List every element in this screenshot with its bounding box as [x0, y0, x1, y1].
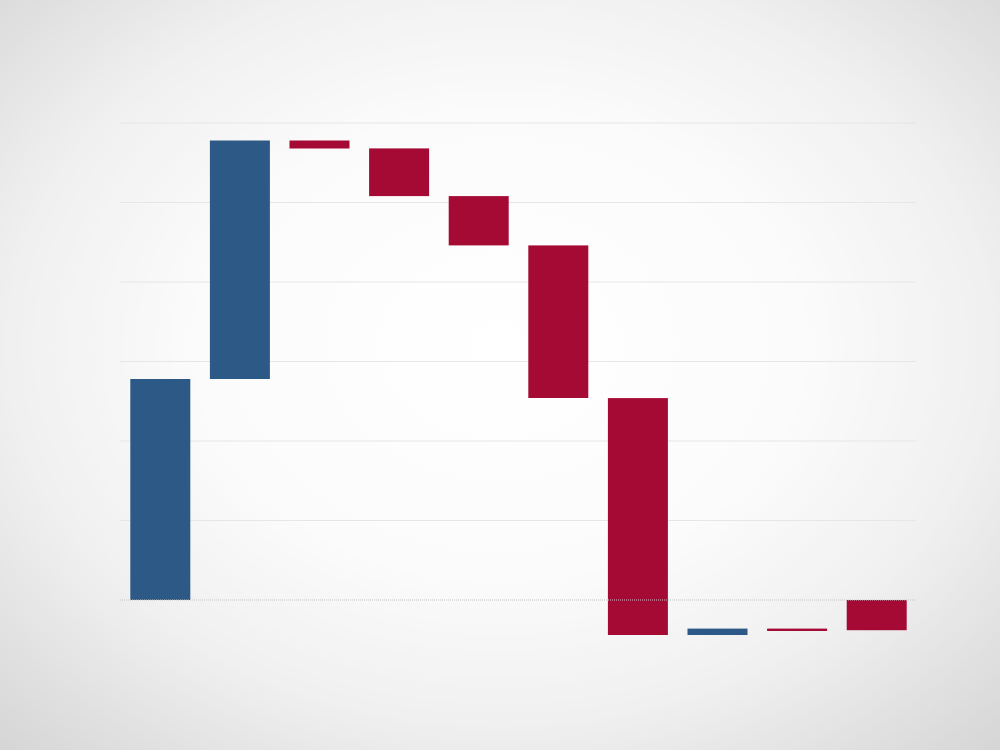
waterfall-bars	[130, 140, 907, 635]
bar-9	[767, 628, 828, 631]
bar-5	[448, 196, 509, 246]
bar-1	[130, 379, 191, 600]
bar-6	[528, 245, 589, 398]
bar-4	[369, 148, 430, 197]
bar-7	[607, 398, 668, 635]
bar-3	[289, 140, 350, 149]
bar-8	[687, 628, 748, 635]
bar-10	[846, 600, 907, 631]
bar-2	[209, 140, 270, 379]
